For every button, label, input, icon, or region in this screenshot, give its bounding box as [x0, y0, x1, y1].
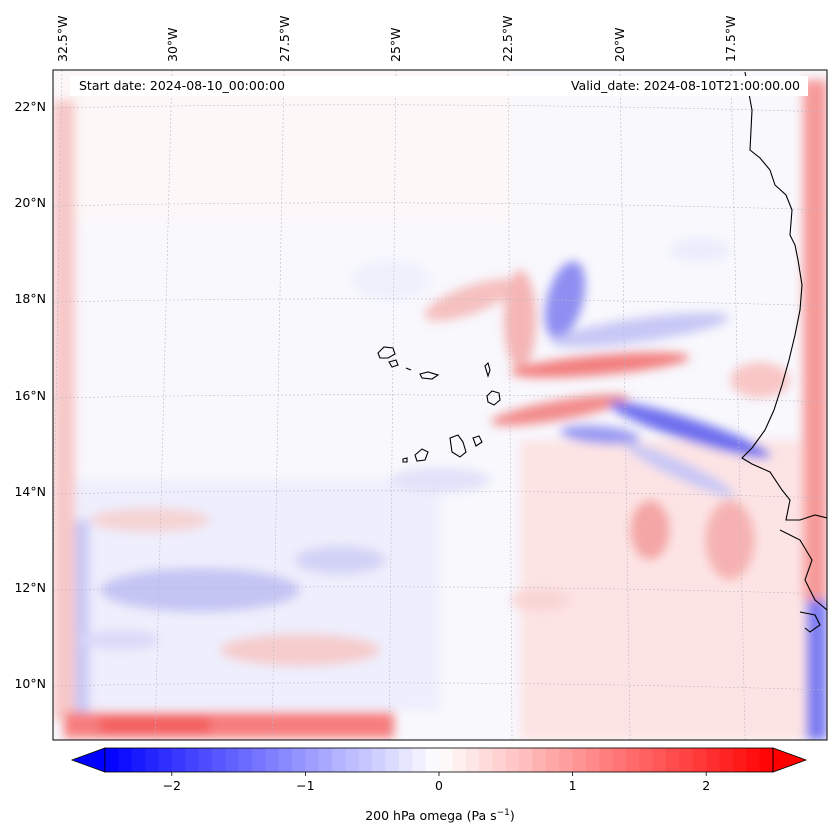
colorbar-swatch: [746, 748, 761, 772]
map-area: [53, 70, 827, 740]
title-banner: [70, 76, 808, 96]
colorbar-tick-label: 1: [569, 778, 577, 793]
colorbar-swatch: [639, 748, 654, 772]
map-frame: [52, 69, 828, 741]
colorbar-swatch: [211, 748, 226, 772]
colorbar-swatch: [145, 748, 160, 772]
colorbar-swatch: [612, 748, 627, 772]
colorbar-swatch: [225, 748, 240, 772]
colorbar-swatch: [666, 748, 681, 772]
colorbar-swatch: [372, 748, 387, 772]
colorbar-swatch: [105, 748, 119, 772]
colorbar-swatch: [358, 748, 373, 772]
colorbar-tick-label: 2: [702, 778, 710, 793]
lat-label: 14°N: [14, 484, 46, 499]
lat-label: 16°N: [14, 388, 46, 403]
colorbar-swatch: [519, 748, 534, 772]
colorbar-tick-label: −1: [296, 778, 314, 793]
colorbar-label: 200 hPa omega (Pa s−1): [365, 808, 515, 823]
colorbar-swatch: [158, 748, 173, 772]
colorbar-swatches: [105, 748, 774, 772]
colorbar-swatch: [452, 748, 467, 772]
colorbar-swatch: [185, 748, 200, 772]
colorbar-swatch: [732, 748, 747, 772]
islands: [377, 346, 501, 463]
colorbar-swatch: [412, 748, 427, 772]
lat-label: 20°N: [14, 195, 46, 210]
colorbar-tick-label: −2: [163, 778, 181, 793]
colorbar-swatch: [332, 748, 347, 772]
lat-label: 18°N: [14, 291, 46, 306]
colorbar-swatch: [626, 748, 640, 772]
longitude-labels: 32.5°W 30°W 27.5°W 25°W 22.5°W 20°W 17.5…: [55, 16, 738, 62]
lat-label: 10°N: [14, 676, 46, 691]
colorbar-swatch: [706, 748, 721, 772]
lon-label: 25°W: [388, 27, 403, 62]
latitude-labels: 22°N 20°N 18°N 16°N 14°N 12°N 10°N: [14, 99, 46, 691]
colorbar-label-main: 200 hPa omega (Pa s: [365, 808, 496, 823]
colorbar-swatch: [318, 748, 333, 772]
colorbar-swatch: [118, 748, 133, 772]
start-date-label: Start date: 2024-08-10_00:00:00: [79, 78, 285, 93]
colorbar-label-close: ): [510, 808, 515, 823]
colorbar-swatch: [465, 748, 480, 772]
lon-label: 30°W: [165, 27, 180, 62]
coastlines: [741, 71, 827, 633]
colorbar-swatch: [652, 748, 667, 772]
colorbar-label-exp: −1: [497, 808, 510, 818]
colorbar-swatch: [479, 748, 494, 772]
colorbar-swatch: [492, 748, 507, 772]
colorbar-swatch: [278, 748, 293, 772]
colorbar-swatch: [439, 748, 453, 772]
colorbar-swatch: [131, 748, 146, 772]
colorbar: −2 −1 0 1 2 200 hPa omega (Pa s−1): [70, 747, 808, 823]
colorbar-swatch: [265, 748, 280, 772]
colorbar-swatch: [532, 748, 547, 772]
colorbar-swatch: [238, 748, 253, 772]
colorbar-swatch: [251, 748, 266, 772]
colorbar-swatch: [559, 748, 574, 772]
colorbar-swatch: [505, 748, 520, 772]
colorbar-swatch: [398, 748, 413, 772]
colorbar-swatch: [692, 748, 707, 772]
lon-label: 32.5°W: [55, 16, 70, 62]
lat-label: 22°N: [14, 99, 46, 114]
colorbar-swatch: [719, 748, 734, 772]
colorbar-extend-high: [772, 747, 808, 773]
colorbar-tick-label: 0: [435, 778, 443, 793]
colorbar-swatch: [305, 748, 320, 772]
colorbar-swatch: [425, 748, 440, 772]
lon-label: 17.5°W: [723, 16, 738, 62]
colorbar-extend-low: [70, 747, 106, 773]
colorbar-swatch: [545, 748, 560, 772]
colorbar-swatch: [198, 748, 213, 772]
colorbar-swatch: [599, 748, 614, 772]
colorbar-swatch: [292, 748, 306, 772]
colorbar-swatch: [585, 748, 600, 772]
lat-label: 12°N: [14, 580, 46, 595]
colorbar-swatch: [679, 748, 694, 772]
lon-label: 22.5°W: [500, 16, 515, 62]
colorbar-swatch: [385, 748, 400, 772]
lon-label: 20°W: [612, 27, 627, 62]
colorbar-swatch: [345, 748, 360, 772]
valid-date-label: Valid_date: 2024-08-10T21:00:00.00: [571, 78, 800, 93]
colorbar-swatch: [171, 748, 186, 772]
colorbar-swatch: [572, 748, 587, 772]
colorbar-ticks: −2 −1 0 1 2: [163, 772, 710, 793]
colorbar-swatch: [759, 748, 774, 772]
lon-label: 27.5°W: [277, 16, 292, 62]
